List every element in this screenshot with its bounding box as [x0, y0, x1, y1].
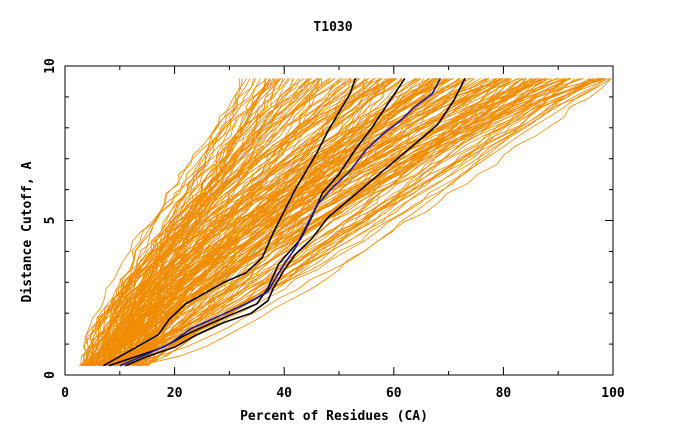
model-curve	[111, 78, 403, 366]
series-line	[103, 78, 357, 367]
y-tick-label: 0	[43, 371, 58, 379]
model-curve	[107, 78, 352, 366]
model-curve	[122, 78, 612, 367]
x-axis-label: Percent of Residues (CA)	[240, 409, 428, 424]
model-curve	[140, 78, 436, 366]
model-curve	[87, 78, 438, 366]
y-axis-label: Distance Cutoff, A	[20, 161, 35, 302]
model-curve	[106, 78, 594, 367]
model-curve	[81, 78, 437, 366]
model-curve	[141, 78, 336, 366]
model-curve	[111, 78, 546, 366]
model-curve	[124, 78, 572, 366]
model-curve	[134, 78, 391, 366]
model-curve	[114, 78, 267, 366]
model-curve	[80, 78, 319, 366]
model-curve	[92, 78, 602, 366]
axis-ticks	[64, 66, 614, 375]
x-tick-label: 80	[496, 386, 512, 401]
model-curve	[137, 78, 422, 367]
model-curve	[134, 78, 591, 366]
model-curve	[90, 78, 356, 367]
model-curve	[87, 78, 279, 366]
model-curve	[96, 78, 471, 366]
background-series-group	[78, 78, 612, 367]
y-tick-label: 5	[43, 217, 58, 225]
model-curve	[105, 78, 291, 366]
model-curve	[111, 78, 305, 366]
model-curve	[102, 78, 376, 366]
model-curve	[88, 78, 551, 366]
series-line	[124, 78, 466, 367]
model-curve	[90, 78, 321, 366]
y-tick-label: 10	[43, 58, 58, 74]
chart-title: T1030	[313, 20, 352, 35]
x-tick-label: 20	[167, 386, 183, 401]
model-curve	[133, 78, 440, 366]
model-curve	[127, 78, 545, 367]
model-curve	[123, 78, 402, 366]
model-curve	[115, 78, 501, 366]
model-curve	[118, 78, 284, 366]
x-tick-label: 0	[61, 386, 69, 401]
x-tick-label: 40	[276, 386, 292, 401]
model-curve	[103, 78, 397, 367]
model-curve	[123, 78, 320, 366]
series-line	[119, 78, 442, 367]
series-line	[108, 77, 406, 367]
model-curve	[78, 78, 557, 367]
highlighted-series-group	[103, 77, 466, 367]
model-curve	[117, 78, 281, 366]
model-curve	[111, 78, 576, 367]
model-curve	[147, 78, 474, 366]
model-curve	[81, 78, 521, 366]
model-curve	[85, 78, 357, 366]
model-curve	[127, 78, 507, 366]
model-curve	[141, 78, 430, 366]
x-tick-label: 60	[386, 386, 402, 401]
model-curve	[101, 78, 382, 366]
model-curve	[136, 78, 546, 366]
model-curve	[98, 78, 579, 367]
tick-labels: 0 20 40 60 80 100 0 5 10	[43, 58, 625, 401]
x-tick-label: 100	[601, 386, 625, 401]
model-curve	[111, 78, 603, 366]
model-curve	[131, 78, 537, 366]
model-curve	[137, 78, 612, 366]
